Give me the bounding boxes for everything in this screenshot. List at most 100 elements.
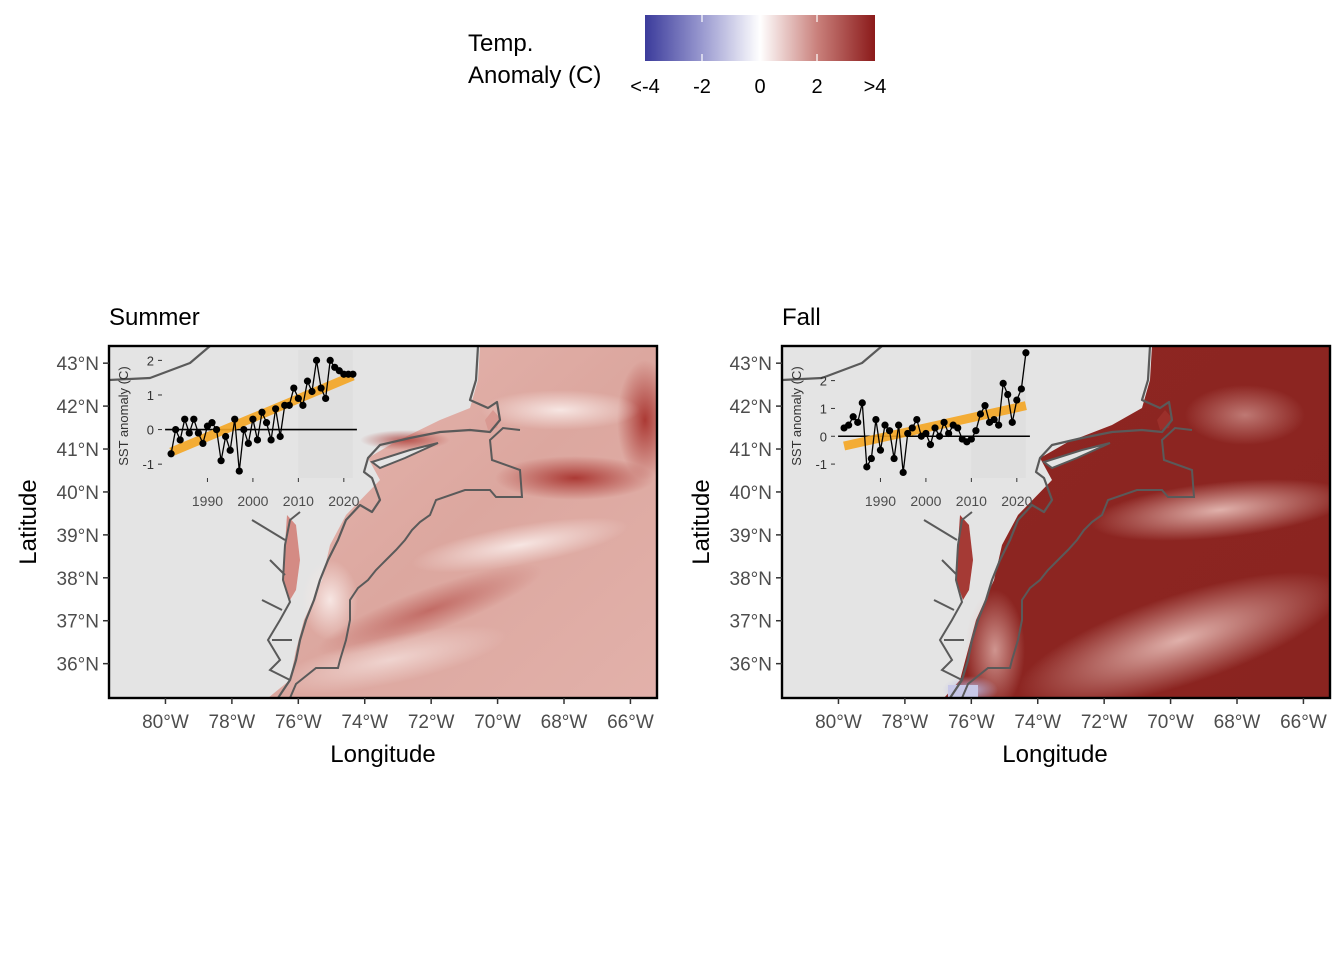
sst-point — [1009, 419, 1016, 426]
sst-point — [904, 430, 911, 437]
lat-tick-label: 38°N — [57, 569, 99, 590]
sst-point — [972, 427, 979, 434]
legend-title-line2: Anomaly (C) — [468, 62, 601, 89]
sst-point — [208, 419, 215, 426]
sst-point — [1004, 391, 1011, 398]
sst-point — [954, 424, 961, 431]
sst-point — [922, 430, 929, 437]
y-axis-title: Latitude — [688, 479, 715, 564]
inset-x-tick-label: 2000 — [910, 493, 941, 509]
recent-period-shade — [298, 350, 353, 478]
lat-tick-label: 36°N — [730, 655, 772, 676]
lat-tick-label: 43°N — [57, 354, 99, 375]
x-axis-title: Longitude — [330, 741, 435, 768]
sst-point — [267, 436, 274, 443]
lon-tick-label: 68°W — [541, 712, 588, 733]
lon-tick-label: 74°W — [341, 712, 388, 733]
lat-tick-label: 41°N — [57, 440, 99, 461]
sst-point — [277, 433, 284, 440]
lat-tick-label: 41°N — [730, 440, 772, 461]
inset-ylabel: SST anomaly (C) — [789, 366, 804, 465]
cool-band — [1185, 385, 1305, 445]
lat-tick-label: 43°N — [730, 354, 772, 375]
fall-panel: Fall SST anomaly (C) -1 0 1 2 1990 2000 2010 20… — [730, 304, 1344, 735]
lat-tick-label: 37°N — [57, 612, 99, 633]
sst-point — [186, 429, 193, 436]
sst-point — [227, 447, 234, 454]
legend-tick-labels: <-4 -2 0 2 >4 — [630, 76, 886, 98]
sst-point — [900, 469, 907, 476]
lat-tick-label: 40°N — [57, 483, 99, 504]
inset-y-tick-label: 1 — [820, 401, 827, 416]
lon-tick-label: 70°W — [1147, 712, 1194, 733]
inset-x-tick-label: 2010 — [283, 493, 314, 509]
lon-tick-label: 78°W — [209, 712, 256, 733]
lat-tick-label: 42°N — [57, 397, 99, 418]
lon-tick-label: 80°W — [815, 712, 862, 733]
sst-point — [308, 388, 315, 395]
sst-point — [263, 419, 270, 426]
inset-ylabel: SST anomaly (C) — [116, 366, 131, 465]
lat-tick-label: 36°N — [57, 655, 99, 676]
lat-tick-label: 39°N — [730, 526, 772, 547]
sst-point — [290, 384, 297, 391]
summer-map — [109, 346, 673, 708]
sst-point — [313, 357, 320, 364]
lon-tick-label: 76°W — [948, 712, 995, 733]
lon-tick-label: 72°W — [408, 712, 455, 733]
sst-point — [913, 416, 920, 423]
lon-tick-label: 78°W — [882, 712, 929, 733]
sst-point — [213, 426, 220, 433]
lon-tick-label: 72°W — [1081, 712, 1128, 733]
lat-tick-label: 42°N — [730, 397, 772, 418]
sst-point — [217, 457, 224, 464]
sst-point — [254, 436, 261, 443]
summer-panel: Summer SST anomaly (C) — [57, 304, 673, 733]
sst-point — [249, 416, 256, 423]
inset-x-tick-label: 1990 — [865, 493, 896, 509]
sst-point — [286, 402, 293, 409]
lat-tick-label: 39°N — [57, 526, 99, 547]
sst-point — [872, 416, 879, 423]
sst-point — [222, 433, 229, 440]
sst-point — [927, 441, 934, 448]
inset-y-tick-label: 2 — [147, 353, 154, 368]
sst-point — [322, 395, 329, 402]
sst-point — [859, 399, 866, 406]
sst-point — [890, 455, 897, 462]
legend-tick-label: 2 — [811, 76, 822, 98]
sst-point — [167, 450, 174, 457]
sst-point — [295, 395, 302, 402]
sst-point — [1013, 396, 1020, 403]
lon-tick-label: 70°W — [474, 712, 521, 733]
lon-tick-label: 66°W — [607, 712, 654, 733]
sst-point — [240, 426, 247, 433]
inset-x-tick-label: 2020 — [328, 493, 359, 509]
sst-point — [190, 416, 197, 423]
sst-point — [850, 413, 857, 420]
legend-title-line1: Temp. — [468, 30, 533, 57]
sst-point — [258, 409, 265, 416]
x-axis-title: Longitude — [1002, 741, 1107, 768]
sst-point — [863, 463, 870, 470]
lon-tick-label: 74°W — [1014, 712, 1061, 733]
inset-y-tick-label: 2 — [820, 374, 827, 389]
sst-point — [199, 440, 206, 447]
sst-point — [868, 455, 875, 462]
sst-point — [990, 416, 997, 423]
sst-point — [245, 440, 252, 447]
sst-point — [181, 416, 188, 423]
inset-x-tick-label: 1990 — [192, 493, 223, 509]
legend-tick-label: 0 — [754, 76, 765, 98]
panel-title: Fall — [782, 304, 821, 331]
lon-tick-label: 66°W — [1280, 712, 1327, 733]
inset-y-tick-label: 1 — [147, 388, 154, 403]
inset-y-tick-label: -1 — [142, 457, 154, 472]
sst-point — [909, 424, 916, 431]
lat-tick-label: 38°N — [730, 569, 772, 590]
lon-tick-label: 80°W — [142, 712, 189, 733]
sst-point — [977, 410, 984, 417]
inset-x-tick-label: 2000 — [237, 493, 268, 509]
sst-point — [945, 430, 952, 437]
inset-y-tick-label: 0 — [147, 423, 154, 438]
